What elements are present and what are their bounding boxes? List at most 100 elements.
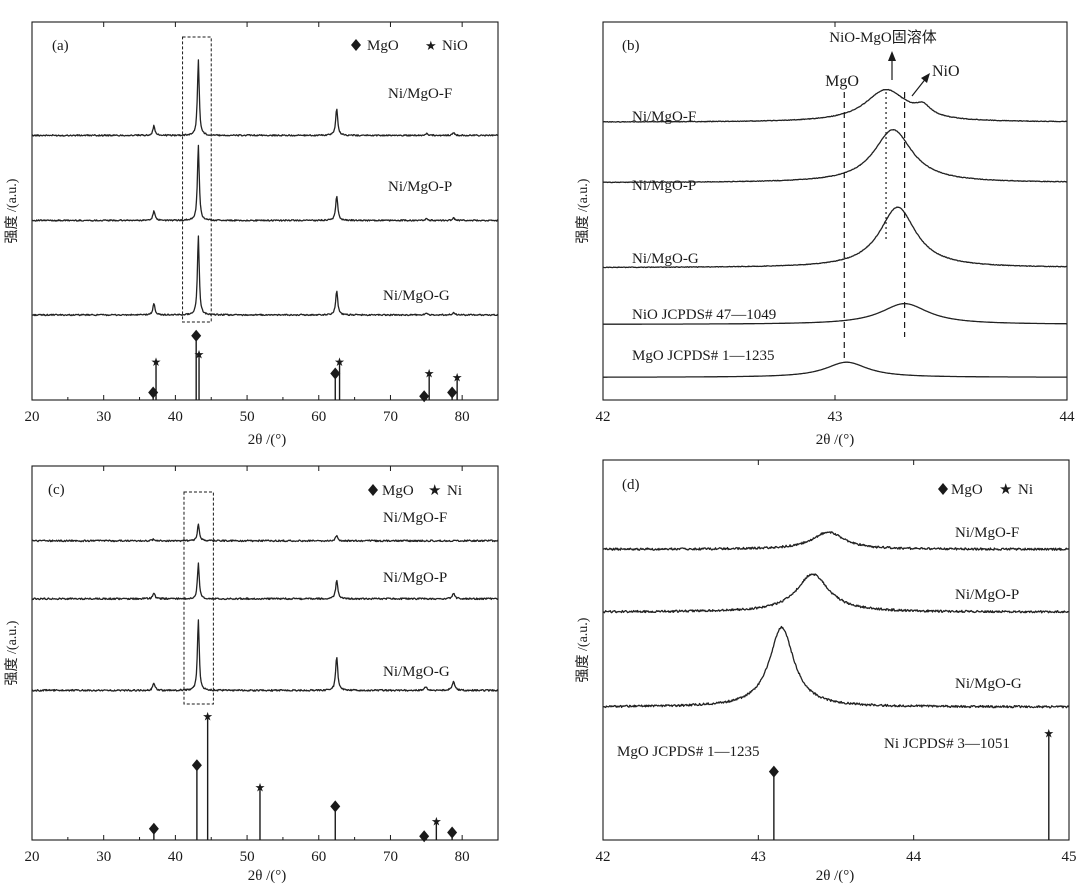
- panel-d-y-axis-label: 强度 /(a.u.): [575, 617, 591, 682]
- panel-c-x-tick-label: 60: [311, 849, 326, 865]
- panel-c-x-tick-label: 80: [455, 849, 470, 865]
- panel-b-series-label-mgo-ref: MgO JCPDS# 1—1235: [632, 348, 775, 364]
- panel-c: (c) MgO ★ Ni Ni/MgO-F Ni/MgO-P Ni/MgO-G …: [4, 465, 499, 884]
- panel-c-series-label-g: Ni/MgO-G: [383, 664, 450, 680]
- panel-b-trace-3: [602, 206, 1068, 269]
- panel-a: (a) MgO ★ NiO Ni/MgO-F Ni/MgO-P Ni/MgO-G…: [4, 21, 499, 448]
- panel-a-x-tick-label: 40: [168, 409, 183, 425]
- panel-a-y-axis-label: 强度 /(a.u.): [4, 178, 20, 243]
- panel-d-ref-diamond-icon: [768, 765, 779, 778]
- panel-b-annotation-nio: NiO: [932, 63, 960, 80]
- panel-c-series-label-p: Ni/MgO-P: [383, 570, 447, 586]
- panel-d-trace-2: [602, 573, 1070, 614]
- panel-c-label: (c): [48, 482, 65, 498]
- panel-c-series-label-f: Ni/MgO-F: [383, 510, 447, 526]
- panel-a-highlight-box: [182, 36, 212, 323]
- panel-d-series-label-p: Ni/MgO-P: [955, 587, 1019, 603]
- panel-d-x-tick-label: 42: [596, 849, 611, 865]
- panel-a-series-label-g: Ni/MgO-G: [383, 288, 450, 304]
- panel-d: (d) MgO ★ Ni Ni/MgO-F Ni/MgO-P Ni/MgO-G …: [575, 459, 1077, 884]
- panel-b: (b) Ni/MgO-F Ni/MgO-P Ni/MgO-G NiO JCPDS…: [575, 21, 1076, 448]
- panel-c-legend-star-icon: ★: [428, 483, 441, 499]
- panel-a-x-tick-label: 60: [311, 409, 326, 425]
- panel-b-plot: 42 43 44: [596, 22, 1076, 425]
- panel-c-x-axis-label: 2θ /(°): [248, 868, 287, 884]
- panel-a-trace-1: [31, 59, 499, 137]
- panel-d-ref-label-mgo: MgO JCPDS# 1—1235: [617, 744, 760, 760]
- panel-b-trace-4: [603, 302, 1067, 325]
- panel-a-series-label-p: Ni/MgO-P: [388, 179, 452, 195]
- panel-a-legend-star-icon: ★: [425, 38, 437, 53]
- panel-b-series-label-g: Ni/MgO-G: [632, 251, 699, 267]
- panel-d-label: (d): [622, 477, 640, 493]
- panel-c-ref-diamond-icon: [191, 759, 202, 772]
- panel-b-x-tick-label: 42: [596, 409, 611, 425]
- panel-a-legend-diamond-icon: [351, 39, 361, 51]
- panel-a-plot-frame: [31, 21, 499, 401]
- panel-a-ref-diamond-icon: [447, 386, 458, 399]
- panel-c-x-tick-label: 50: [240, 849, 255, 865]
- panel-c-trace-3: [31, 619, 499, 692]
- panel-c-trace-1: [31, 523, 499, 543]
- panel-b-trace-5: [603, 361, 1067, 378]
- panel-c-ref-diamond-icon: [148, 822, 159, 835]
- panel-b-label: (b): [622, 38, 640, 54]
- panel-a-series-label-f: Ni/MgO-F: [388, 86, 452, 102]
- panel-d-ref-star-icon: ★: [1043, 727, 1054, 741]
- panel-c-ref-diamond-icon: [330, 800, 341, 813]
- panel-a-ref-star-icon: ★: [424, 367, 435, 381]
- panel-a-trace-3: [31, 235, 499, 317]
- panel-d-trace-3: [602, 625, 1070, 709]
- panel-b-trace-1: [602, 88, 1068, 123]
- panel-c-ref-star-icon: ★: [431, 814, 442, 828]
- panel-b-annotation-nio-arrowhead-icon: [921, 73, 930, 83]
- panel-a-ref-star-icon: ★: [194, 348, 205, 362]
- panel-a-ref-star-icon: ★: [151, 355, 162, 369]
- panel-c-y-axis-label: 强度 /(a.u.): [4, 620, 20, 685]
- panel-b-series-label-f: Ni/MgO-F: [632, 109, 696, 125]
- panel-d-legend: MgO ★ Ni: [938, 482, 1033, 498]
- panel-b-y-axis-label: 强度 /(a.u.): [575, 178, 591, 243]
- panel-c-ref-diamond-icon: [419, 830, 430, 843]
- panel-c-legend-ni: Ni: [447, 483, 462, 499]
- panel-c-x-tick-label: 20: [25, 849, 40, 865]
- panel-d-ref-label-ni: Ni JCPDS# 3—1051: [884, 736, 1010, 752]
- panel-d-series-label-g: Ni/MgO-G: [955, 676, 1022, 692]
- panel-a-x-tick-label: 80: [455, 409, 470, 425]
- panel-c-ref-star-icon: ★: [255, 781, 266, 795]
- panel-a-x-tick-label: 50: [240, 409, 255, 425]
- panel-d-x-axis-label: 2θ /(°): [816, 868, 855, 884]
- panel-d-x-tick-label: 45: [1062, 849, 1077, 865]
- panel-c-plot: 20 30 40 50 60 70 80 ★ ★ ★: [25, 466, 499, 865]
- panel-d-x-tick-label: 43: [751, 849, 766, 865]
- panel-c-x-tick-label: 40: [168, 849, 183, 865]
- panel-d-series-label-f: Ni/MgO-F: [955, 525, 1019, 541]
- panel-b-x-tick-label: 44: [1060, 409, 1076, 425]
- panel-d-legend-diamond-icon: [938, 483, 948, 495]
- panel-d-legend-ni: Ni: [1018, 482, 1033, 498]
- panel-a-x-tick-label: 30: [96, 409, 111, 425]
- panel-c-x-tick-label: 70: [383, 849, 398, 865]
- panel-a-x-tick-label: 70: [383, 409, 398, 425]
- panel-a-trace-2: [31, 144, 499, 222]
- panel-b-series-label-nio-ref: NiO JCPDS# 47—1049: [632, 307, 776, 323]
- panel-b-x-tick-label: 43: [828, 409, 843, 425]
- panel-a-legend-mgo: MgO: [367, 38, 399, 54]
- panel-a-legend: MgO ★ NiO: [351, 38, 468, 54]
- panel-a-legend-nio: NiO: [442, 38, 468, 54]
- panel-a-ref-star-icon: ★: [452, 370, 463, 384]
- panel-a-ref-star-icon: ★: [334, 355, 345, 369]
- panel-d-plot: 42 43 44 45 ★: [596, 460, 1077, 865]
- panel-c-legend: MgO ★ Ni: [368, 483, 462, 499]
- panel-b-series-label-p: Ni/MgO-P: [632, 178, 696, 194]
- panel-b-trace-2: [602, 129, 1068, 184]
- panel-d-trace-1: [602, 531, 1070, 551]
- panel-d-x-tick-label: 44: [906, 849, 922, 865]
- panel-a-ref-diamond-icon: [191, 329, 202, 342]
- panel-d-legend-mgo: MgO: [951, 482, 983, 498]
- panel-b-annotation-mgo: MgO: [825, 73, 859, 90]
- panel-a-label: (a): [52, 38, 69, 54]
- panel-c-trace-2: [31, 562, 498, 601]
- panel-c-legend-diamond-icon: [368, 484, 378, 496]
- panel-b-annotation-arrowhead-icon: [888, 51, 896, 61]
